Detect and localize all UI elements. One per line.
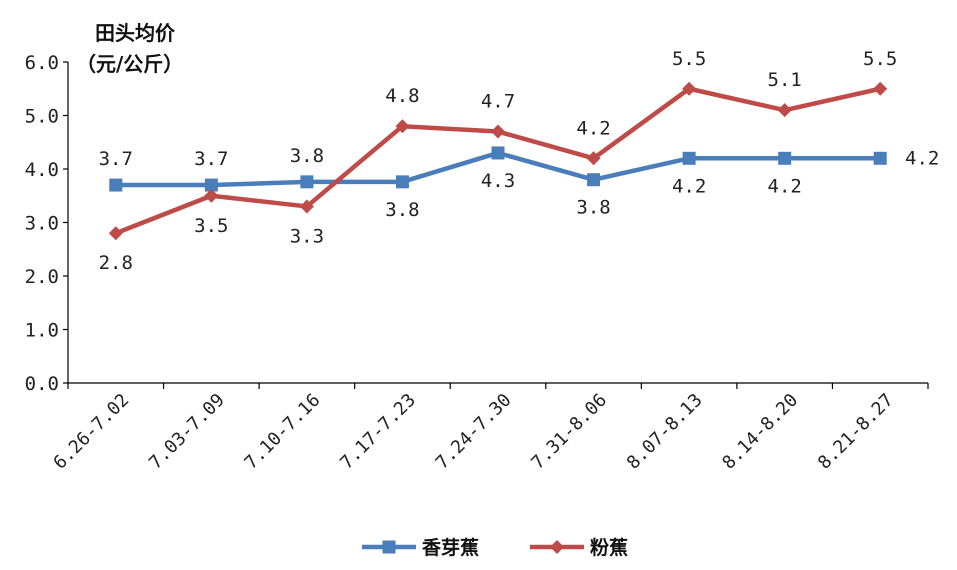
marker-diamond <box>108 226 123 241</box>
marker-square <box>300 175 314 189</box>
marker-square <box>682 151 696 165</box>
marker-square <box>204 178 218 192</box>
data-labels: 3.7 2.8 3.7 3.5 3.8 3.3 3.8 4.8 4.3 4.7 3.8 4.2 4.2 5… <box>99 48 940 274</box>
data-label-xiangyajiao: 3.7 <box>194 148 228 170</box>
x-tick-label: 7.24-7.30 <box>432 390 516 474</box>
data-label-fenjiao: 4.7 <box>481 91 515 113</box>
marker-square <box>873 151 887 165</box>
marker-diamond <box>491 124 505 139</box>
data-label-xiangyajiao: 4.3 <box>481 170 515 192</box>
y-axis-title-line2: （元/公斤） <box>76 52 183 76</box>
y-tick-label: 3.0 <box>25 213 59 235</box>
y-tick-label: 1.0 <box>25 320 59 342</box>
data-label-fenjiao: 5.5 <box>672 48 706 70</box>
data-label-xiangyajiao: 3.8 <box>576 197 610 219</box>
x-tick-label: 8.14-8.20 <box>718 390 802 474</box>
marker-diamond <box>204 188 219 203</box>
y-tick-label: 6.0 <box>25 52 59 74</box>
y-tick-label: 2.0 <box>25 266 59 288</box>
data-label-xiangyajiao: 3.7 <box>99 148 133 170</box>
x-tick-label: 7.17-7.23 <box>336 390 420 474</box>
data-label-xiangyajiao: 4.2 <box>905 147 939 169</box>
y-tick-label: 0.0 <box>25 373 59 395</box>
marker-square <box>587 173 601 187</box>
legend-label-fenjiao: 粉蕉 <box>590 536 628 559</box>
y-tick-label: 5.0 <box>25 106 59 128</box>
marker-diamond <box>550 540 564 554</box>
marker-diamond <box>682 81 697 96</box>
data-label-fenjiao: 2.8 <box>99 252 133 274</box>
data-label-xiangyajiao: 3.8 <box>290 145 324 167</box>
marker-square <box>109 178 123 192</box>
data-label-xiangyajiao: 4.2 <box>672 175 706 197</box>
x-tick-label: 7.03-7.09 <box>145 390 229 474</box>
marker-diamond <box>395 119 410 134</box>
data-label-xiangyajiao: 4.2 <box>768 175 802 197</box>
x-tick-label: 8.21-8.27 <box>814 390 898 474</box>
data-label-fenjiao: 3.5 <box>194 215 228 237</box>
data-label-fenjiao: 4.8 <box>385 85 419 107</box>
data-label-fenjiao: 5.1 <box>768 69 802 91</box>
marker-diamond <box>873 81 888 96</box>
marker-square <box>382 540 396 554</box>
x-tick-label: 6.26-7.02 <box>49 390 133 474</box>
data-label-xiangyajiao: 3.8 <box>385 199 419 221</box>
series-layer <box>108 81 888 241</box>
marker-diamond <box>299 199 314 214</box>
x-tick-label: 7.10-7.16 <box>241 390 325 474</box>
marker-diamond <box>586 151 601 166</box>
data-label-fenjiao: 5.5 <box>863 48 897 70</box>
legend: 香芽蕉 粉蕉 <box>362 536 628 559</box>
marker-square <box>491 146 505 160</box>
data-label-fenjiao: 4.2 <box>576 117 610 139</box>
marker-square <box>778 151 792 165</box>
marker-square <box>395 175 409 189</box>
marker-diamond <box>777 103 792 118</box>
legend-label-xiangyajiao: 香芽蕉 <box>421 536 479 559</box>
y-axis-title-line1: 田头均价 <box>95 21 176 45</box>
y-tick-label: 4.0 <box>25 159 59 181</box>
y-axis: 0.0 1.0 2.0 3.0 4.0 5.0 6.0 <box>25 52 69 395</box>
x-tick-label: 7.31-8.06 <box>527 390 611 474</box>
data-label-fenjiao: 3.3 <box>290 225 324 247</box>
x-tick-label: 8.07-8.13 <box>623 390 707 474</box>
x-axis: 6.26-7.02 7.03-7.09 7.10-7.16 7.17-7.23 7.24… <box>49 382 929 474</box>
